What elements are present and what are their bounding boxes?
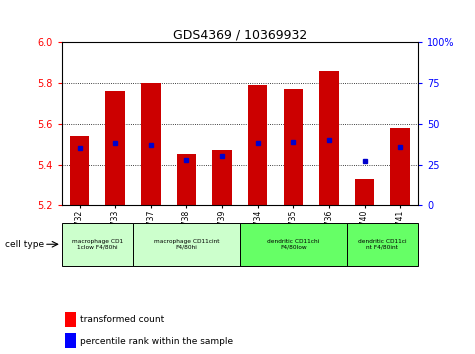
Bar <box>319 71 339 205</box>
Bar <box>212 150 232 205</box>
Bar <box>65 333 76 348</box>
Bar <box>70 136 89 205</box>
Bar <box>141 83 161 205</box>
Bar <box>133 223 240 266</box>
Text: cell type: cell type <box>5 240 44 249</box>
Text: macrophage CD1
1clow F4/80hi: macrophage CD1 1clow F4/80hi <box>72 239 123 250</box>
Bar <box>284 89 303 205</box>
Text: dendritic CD11ci
nt F4/80int: dendritic CD11ci nt F4/80int <box>358 239 407 250</box>
Bar <box>240 223 347 266</box>
Text: dendritic CD11chi
F4/80low: dendritic CD11chi F4/80low <box>267 239 319 250</box>
Title: GDS4369 / 10369932: GDS4369 / 10369932 <box>173 28 307 41</box>
Text: macrophage CD11cint
F4/80hi: macrophage CD11cint F4/80hi <box>154 239 219 250</box>
Bar <box>390 128 410 205</box>
Bar <box>62 223 133 266</box>
Bar <box>355 179 374 205</box>
Bar <box>347 223 418 266</box>
Text: percentile rank within the sample: percentile rank within the sample <box>80 337 233 346</box>
Bar <box>105 91 125 205</box>
Bar <box>65 312 76 327</box>
Bar <box>248 85 267 205</box>
Bar <box>177 154 196 205</box>
Text: transformed count: transformed count <box>80 315 164 324</box>
